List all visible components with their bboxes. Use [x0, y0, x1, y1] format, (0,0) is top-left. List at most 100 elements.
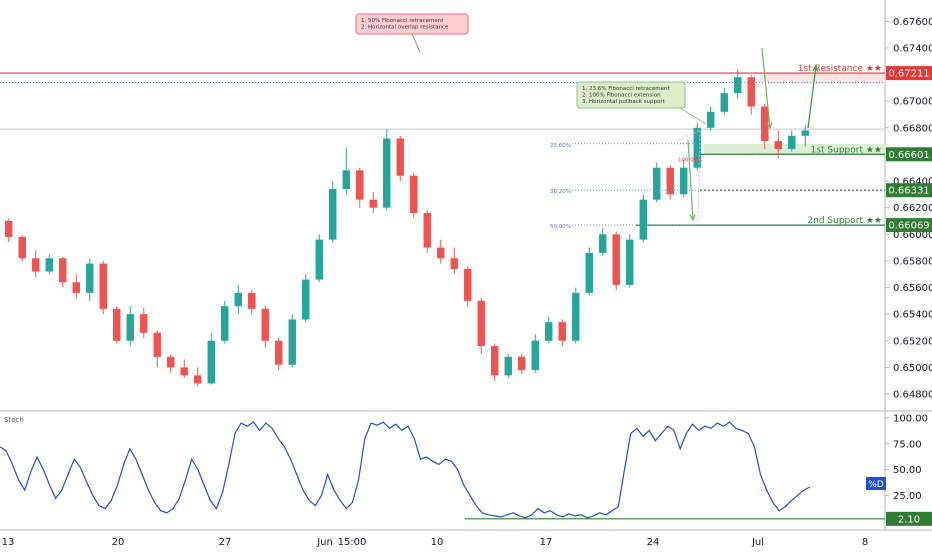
price-tick-label: 0.65400: [893, 310, 932, 321]
candle-body: [437, 247, 445, 259]
candle: [248, 290, 256, 315]
candle: [329, 181, 337, 243]
candle-body: [180, 367, 188, 376]
time-tick-label: 10: [431, 537, 444, 548]
annotation-bg: [576, 81, 686, 109]
stoch-series: 2.10 %D: [0, 421, 932, 526]
price-tag: [886, 147, 932, 162]
fib-label: 23.60%: [550, 143, 571, 149]
candle: [207, 332, 215, 385]
candle: [167, 354, 175, 373]
annotation-line: 1. 23.6% Fibonacci retracement: [582, 86, 670, 92]
candle-body: [356, 170, 364, 200]
candle: [788, 130, 796, 152]
price-tick-label: 0.65200: [893, 336, 932, 347]
fib-label: 100.00%: [678, 157, 702, 163]
time-tick-label: 13: [2, 537, 15, 548]
candle-body: [774, 141, 782, 150]
candle-body: [450, 258, 458, 269]
candle-body: [207, 340, 215, 384]
fibonacci-labels: 23.60% 38.20% 50.00% 100.00%: [550, 143, 702, 230]
candle-body: [153, 332, 161, 357]
candle: [302, 274, 310, 323]
candle-body: [693, 127, 701, 168]
time-tick-label: 24: [647, 537, 660, 548]
time-tick-label: 20: [112, 537, 125, 548]
candle: [504, 354, 512, 379]
price-tick-label: 0.64800: [893, 390, 932, 401]
candle: [261, 306, 269, 348]
candle-body: [288, 319, 296, 365]
price-tag-label: 0.66601: [888, 150, 929, 161]
extension-arrow: [687, 139, 694, 221]
candle: [45, 254, 53, 275]
candle-body: [126, 314, 134, 341]
price-tick-label: 0.67600: [893, 17, 932, 28]
price-tick-label: 0.65800: [893, 256, 932, 267]
candle: [626, 234, 634, 288]
fib-label: 50.00%: [550, 224, 571, 230]
candle-body: [585, 252, 593, 293]
price-tag: [886, 218, 932, 233]
price-tag-label: 0.66069: [888, 221, 929, 232]
stoch-d-line: [0, 421, 811, 519]
price-tick-label: 0.65000: [893, 363, 932, 374]
candle: [423, 210, 431, 253]
candle: [315, 234, 323, 283]
candle-body: [558, 322, 566, 341]
fib-extension-path: [678, 129, 701, 223]
candle-body: [86, 263, 94, 293]
candle-body: [315, 239, 323, 280]
candle: [464, 266, 472, 307]
candle: [234, 284, 242, 315]
candle-body: [99, 263, 107, 309]
resistance-zone: [760, 73, 885, 83]
time-tick-label: 27: [219, 537, 232, 548]
stoch-title: Stoch: [4, 416, 24, 424]
candle: [113, 306, 121, 344]
candle-body: [32, 258, 40, 272]
candle-body: [531, 340, 539, 371]
candle: [747, 74, 755, 115]
candle-body: [5, 220, 13, 237]
candle: [477, 298, 485, 355]
candle-body: [275, 340, 283, 365]
candle: [680, 159, 688, 198]
candle: [531, 334, 539, 373]
candle-body: [140, 314, 148, 333]
candle: [32, 250, 40, 277]
annotation-pointer: [411, 33, 421, 53]
candle: [369, 191, 377, 213]
candle: [126, 306, 134, 347]
candle-body: [707, 111, 715, 128]
stoch-d-tag-label: %D: [868, 480, 884, 490]
candle: [153, 330, 161, 368]
candle-body: [396, 138, 404, 176]
stoch-axis: 100.00 75.00 50.00 25.00: [885, 414, 928, 502]
candle: [275, 338, 283, 371]
candle: [180, 359, 188, 379]
candle: [396, 135, 404, 182]
candle: [639, 194, 647, 243]
rebound-arrow-head: [812, 64, 819, 72]
candle: [450, 247, 458, 275]
time-tick-label: 17: [540, 537, 553, 548]
candle: [72, 274, 80, 299]
price-tag: [886, 183, 932, 198]
level-label: 2nd Support ★★: [807, 216, 882, 226]
candle: [558, 319, 566, 347]
time-tick-label: Jun: [316, 537, 333, 548]
candle-body: [464, 268, 472, 301]
candle-body: [167, 356, 175, 368]
candle: [221, 300, 229, 344]
candle-body: [383, 138, 391, 208]
candle-body: [342, 170, 350, 190]
candle-body: [518, 356, 526, 371]
candle-body: [680, 167, 688, 195]
candle-body: [626, 239, 634, 285]
time-axis: 13 20 27 Jun 15:00 10 17 24 Jul 8: [2, 537, 869, 548]
candle: [437, 239, 445, 264]
candle: [585, 247, 593, 296]
candle: [545, 316, 553, 344]
